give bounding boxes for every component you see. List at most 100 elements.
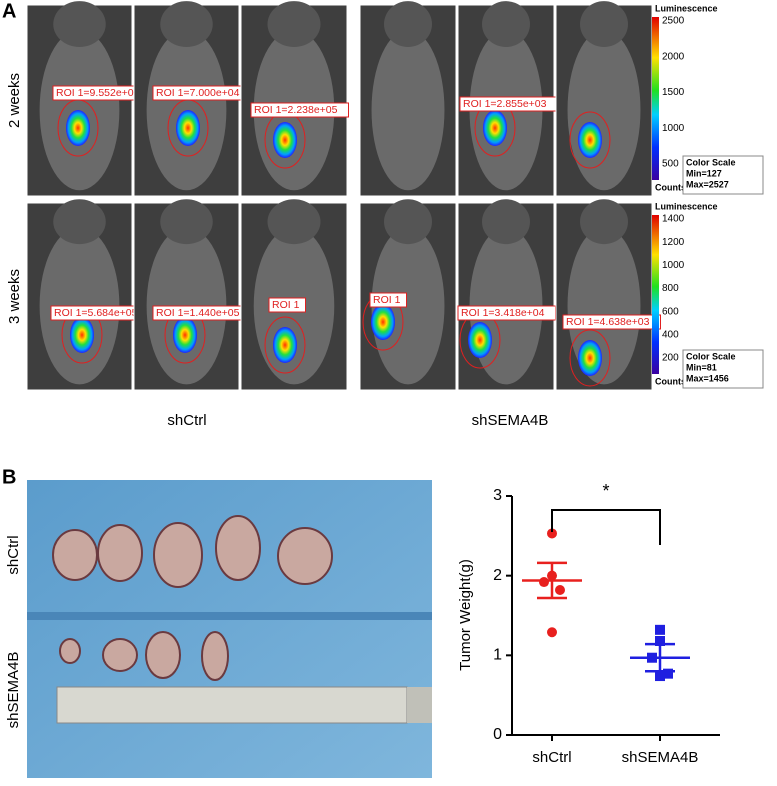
- mouse-body: [567, 29, 641, 191]
- mouse-body: [371, 227, 445, 385]
- mouse-head: [482, 1, 530, 48]
- roi-label: ROI 1=2.238e+05: [254, 104, 338, 116]
- y-tick-label: 2: [493, 567, 502, 584]
- roi-box: [250, 102, 349, 118]
- signal: [173, 317, 197, 353]
- signal: [66, 110, 90, 146]
- mouse-head: [580, 1, 628, 48]
- colorbar-tick: 1000: [662, 260, 685, 271]
- roi-label: ROI 1=1.440e+05: [156, 307, 240, 319]
- ruler-end: [407, 687, 432, 723]
- mouse-body: [371, 29, 445, 191]
- colorbar: [652, 215, 659, 374]
- signal: [578, 122, 602, 158]
- group-label: shSEMA4B: [472, 412, 549, 429]
- colorbar-unit: Counts: [655, 182, 686, 192]
- significance-mark: *: [602, 481, 609, 501]
- colorbar-tick: 2000: [662, 51, 685, 62]
- roi-label: ROI 1=9.552e+04: [56, 87, 140, 99]
- mouse-head: [267, 1, 321, 48]
- colorbar-unit: Counts: [655, 376, 686, 386]
- color-scale-text: Max=2527: [686, 179, 729, 189]
- roi-label: ROI 1=5.684e+05: [54, 307, 138, 319]
- mouse-body: [146, 29, 227, 191]
- mouse-head: [160, 1, 213, 48]
- significance-bracket: [551, 509, 661, 545]
- colorbar: [652, 17, 659, 180]
- data-point: [547, 627, 557, 638]
- mouse-head: [53, 1, 106, 48]
- y-tick-label: 0: [493, 726, 502, 743]
- colorbar-tick: 1200: [662, 237, 685, 248]
- panel-a: 2 weeks ROI 1=9.552e+04 ROI 1=7.000e+04 ROI…: [6, 1, 764, 391]
- y-tick-label: 1: [493, 647, 502, 664]
- signal: [578, 340, 602, 376]
- colorbar-tick: 1500: [662, 87, 685, 98]
- signal: [483, 110, 507, 146]
- data-point: [663, 668, 673, 679]
- color-scale-text: Color Scale: [686, 157, 736, 167]
- colorbar-tick: 1000: [662, 123, 685, 134]
- row-label: 3 weeks: [6, 269, 23, 324]
- color-scale-box: [682, 155, 764, 195]
- color-scale-box: [682, 349, 764, 389]
- roi-box: [369, 292, 407, 308]
- x-tick-label: shSEMA4B: [622, 749, 699, 766]
- mouse-head: [160, 199, 213, 245]
- color-scale-text: Max=1456: [686, 373, 729, 383]
- color-scale-text: Min=127: [686, 168, 722, 178]
- y-axis-label: Tumor Weight(g): [457, 559, 474, 671]
- roi-box: [268, 297, 306, 313]
- data-point: [655, 671, 665, 682]
- data-point: [539, 577, 549, 588]
- y-tick-label: 3: [493, 487, 502, 504]
- photo-row-label: shSEMA4B: [5, 652, 22, 729]
- mouse-head: [384, 1, 432, 48]
- signal: [70, 317, 94, 353]
- colorbar-tick: 500: [662, 159, 679, 170]
- roi-box: [562, 314, 661, 330]
- colorbar-title: Luminescence: [655, 3, 718, 13]
- tumors: [52, 515, 333, 681]
- photo-divider: [27, 612, 432, 620]
- mouse-head: [384, 199, 432, 245]
- mouse-head: [267, 199, 321, 245]
- panel-label: B: [2, 466, 16, 488]
- x-tick-label: shCtrl: [532, 749, 571, 766]
- group-label: shCtrl: [167, 412, 206, 429]
- data-point: [655, 624, 665, 635]
- roi-circle: [569, 111, 611, 169]
- roi-label: ROI 1: [373, 294, 401, 306]
- panel-label: A: [2, 0, 16, 22]
- signal: [468, 322, 492, 358]
- mouse-body: [39, 29, 120, 191]
- mouse-head: [482, 199, 530, 245]
- color-scale-text: Min=81: [686, 362, 717, 372]
- colorbar-tick: 2500: [662, 16, 685, 27]
- roi-circle: [264, 316, 306, 374]
- mouse-head: [580, 199, 628, 245]
- signal: [176, 110, 200, 146]
- signal: [371, 304, 395, 340]
- colorbar-tick: 1400: [662, 214, 685, 225]
- colorbar-tick: 600: [662, 306, 679, 317]
- roi-label: ROI 1=4.638e+03: [566, 316, 650, 328]
- colorbar-tick: 400: [662, 329, 679, 340]
- roi-label: ROI 1=2.855e+03: [463, 98, 547, 110]
- data-point: [555, 585, 565, 596]
- panel-b-chart: 0 1 2 3 shCtrl shSEMA4B *: [493, 481, 720, 766]
- roi-circle: [569, 329, 611, 387]
- ruler: [56, 686, 408, 724]
- color-scale-text: Color Scale: [686, 351, 736, 361]
- signal: [273, 327, 297, 363]
- colorbar-title: Luminescence: [655, 201, 718, 211]
- colorbar-tick: 800: [662, 283, 679, 294]
- roi-label: ROI 1: [272, 299, 300, 311]
- photo-row-label: shCtrl: [5, 535, 22, 574]
- roi-label: ROI 1=7.000e+04: [156, 87, 240, 99]
- signal: [273, 122, 297, 158]
- data-point: [547, 528, 557, 539]
- data-point: [655, 635, 665, 646]
- roi-label: ROI 1=3.418e+04: [461, 307, 545, 319]
